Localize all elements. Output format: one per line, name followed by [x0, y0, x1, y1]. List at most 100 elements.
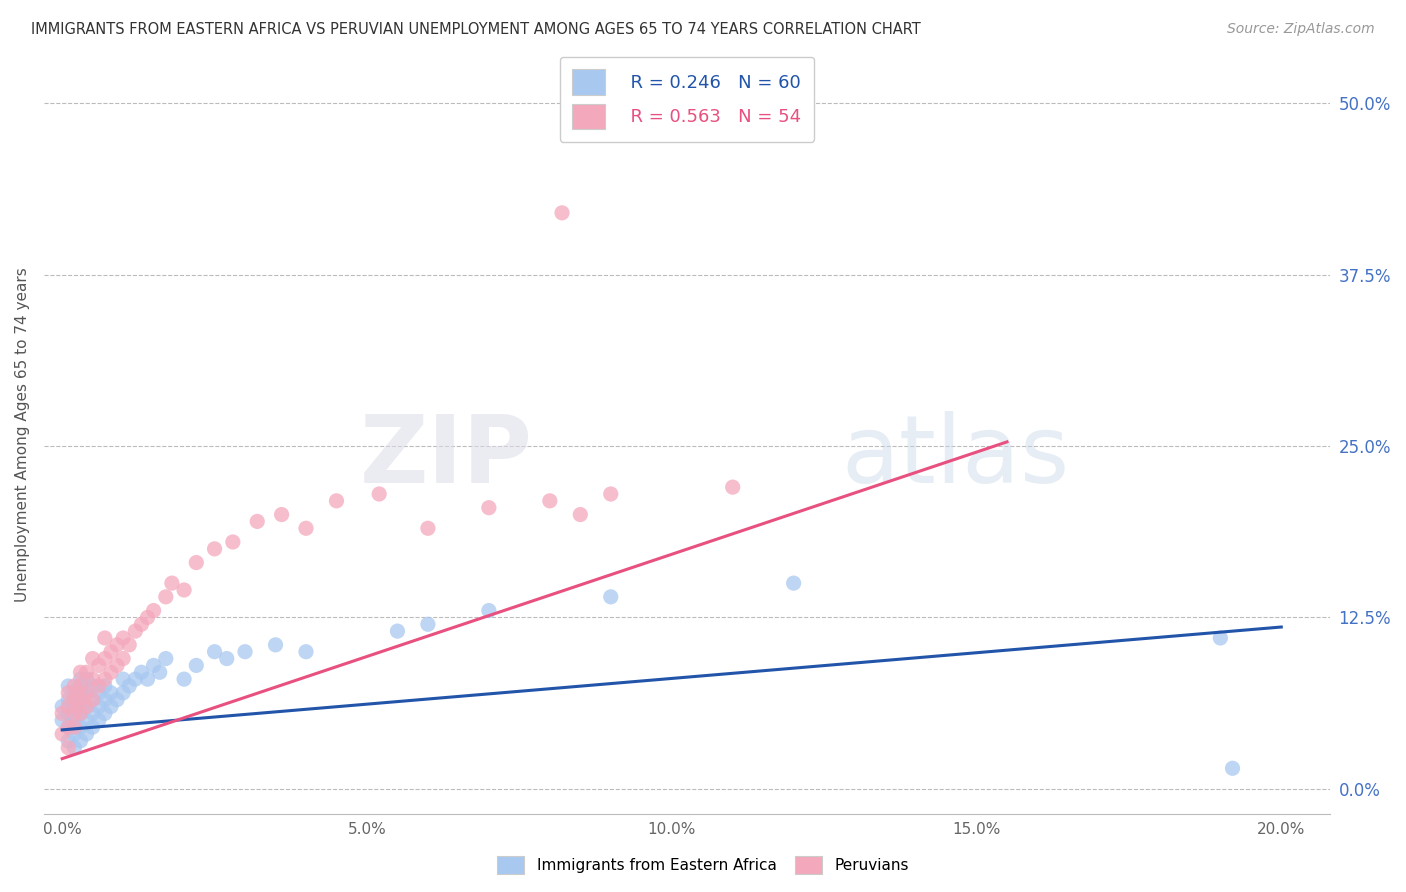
Point	[94, 631, 117, 645]
Text: atlas: atlas	[841, 411, 1070, 503]
Point	[63, 713, 86, 727]
Point	[538, 493, 561, 508]
Point	[131, 665, 153, 680]
Point	[94, 672, 117, 686]
Point	[215, 651, 238, 665]
Point	[204, 541, 226, 556]
Point	[112, 672, 135, 686]
Point	[124, 624, 146, 639]
Point	[270, 508, 292, 522]
Point	[100, 686, 122, 700]
Point	[416, 617, 439, 632]
Point	[63, 740, 86, 755]
Point	[82, 672, 104, 686]
Point	[58, 692, 80, 706]
Point	[112, 651, 135, 665]
Point	[63, 720, 86, 734]
Point	[69, 699, 91, 714]
Point	[112, 631, 135, 645]
Point	[87, 658, 110, 673]
Y-axis label: Unemployment Among Ages 65 to 74 years: Unemployment Among Ages 65 to 74 years	[15, 267, 30, 602]
Point	[94, 692, 117, 706]
Point	[58, 679, 80, 693]
Point	[551, 206, 574, 220]
Point	[63, 692, 86, 706]
Point	[1209, 631, 1232, 645]
Point	[58, 699, 80, 714]
Point	[100, 665, 122, 680]
Point	[58, 740, 80, 755]
Point	[155, 590, 177, 604]
Point	[87, 699, 110, 714]
Point	[295, 521, 318, 535]
Point	[124, 672, 146, 686]
Text: Source: ZipAtlas.com: Source: ZipAtlas.com	[1227, 22, 1375, 37]
Point	[94, 679, 117, 693]
Point	[105, 658, 128, 673]
Point	[599, 487, 621, 501]
Point	[118, 679, 141, 693]
Point	[51, 699, 73, 714]
Point	[69, 692, 91, 706]
Point	[51, 713, 73, 727]
Point	[721, 480, 744, 494]
Point	[136, 672, 159, 686]
Point	[63, 727, 86, 741]
Legend: Immigrants from Eastern Africa, Peruvians: Immigrants from Eastern Africa, Peruvian…	[491, 850, 915, 880]
Point	[295, 645, 318, 659]
Point	[264, 638, 287, 652]
Point	[160, 576, 183, 591]
Point	[186, 658, 208, 673]
Point	[69, 706, 91, 721]
Point	[569, 508, 592, 522]
Point	[100, 645, 122, 659]
Point	[118, 638, 141, 652]
Point	[204, 645, 226, 659]
Point	[325, 493, 347, 508]
Text: ZIP: ZIP	[360, 411, 533, 503]
Point	[599, 590, 621, 604]
Point	[87, 679, 110, 693]
Point	[58, 720, 80, 734]
Point	[478, 603, 501, 617]
Point	[782, 576, 804, 591]
Point	[416, 521, 439, 535]
Point	[76, 699, 98, 714]
Point	[142, 658, 165, 673]
Point	[105, 692, 128, 706]
Point	[82, 651, 104, 665]
Point	[63, 720, 86, 734]
Point	[131, 617, 153, 632]
Point	[173, 672, 195, 686]
Point	[69, 679, 91, 693]
Point	[222, 535, 245, 549]
Point	[173, 582, 195, 597]
Point	[136, 610, 159, 624]
Point	[82, 679, 104, 693]
Point	[76, 727, 98, 741]
Point	[58, 686, 80, 700]
Point	[69, 734, 91, 748]
Point	[112, 686, 135, 700]
Point	[142, 603, 165, 617]
Point	[100, 699, 122, 714]
Point	[63, 686, 86, 700]
Point	[478, 500, 501, 515]
Point	[69, 720, 91, 734]
Point	[105, 638, 128, 652]
Point	[82, 692, 104, 706]
Point	[76, 699, 98, 714]
Point	[94, 706, 117, 721]
Point	[87, 713, 110, 727]
Point	[69, 686, 91, 700]
Point	[51, 727, 73, 741]
Point	[58, 706, 80, 721]
Point	[69, 706, 91, 721]
Point	[76, 713, 98, 727]
Point	[149, 665, 172, 680]
Point	[87, 686, 110, 700]
Point	[82, 692, 104, 706]
Point	[82, 720, 104, 734]
Point	[155, 651, 177, 665]
Point	[69, 665, 91, 680]
